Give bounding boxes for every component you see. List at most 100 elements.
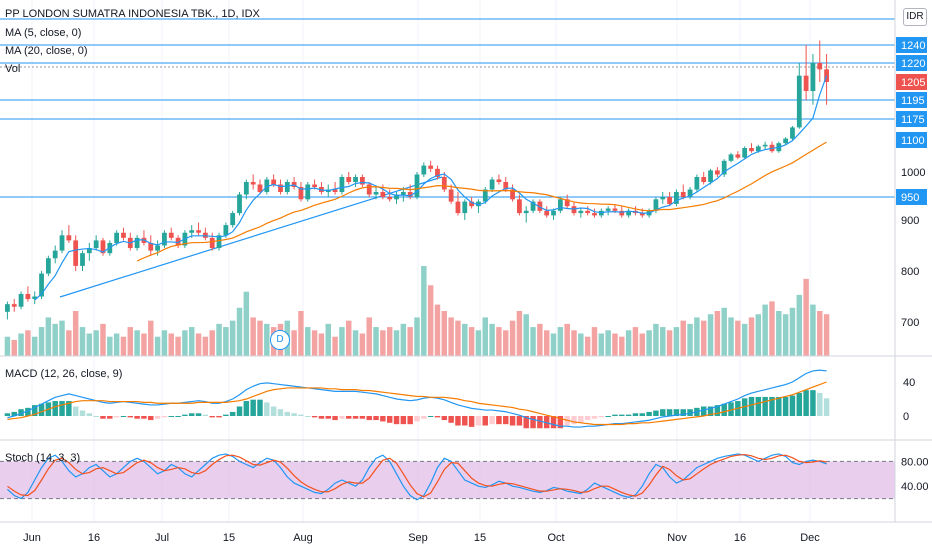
macd-histogram-bar: [332, 416, 338, 421]
macd-histogram-bar: [414, 416, 420, 422]
macd-histogram-bar: [148, 416, 154, 421]
macd-histogram-bar: [817, 392, 823, 416]
volume-bar: [113, 333, 120, 356]
macd-histogram-bar: [202, 414, 209, 416]
volume-bar: [728, 317, 734, 356]
macd-histogram-bar: [755, 396, 762, 416]
macd-histogram-bar: [113, 416, 120, 418]
candle-body: [708, 170, 713, 182]
volume-bar: [810, 304, 816, 356]
macd-histogram-bar: [277, 409, 284, 416]
candle-body: [585, 210, 591, 214]
candle-body: [489, 179, 495, 190]
macd-histogram-bar: [421, 416, 427, 419]
macd-histogram-bar: [578, 416, 584, 423]
stoch-k-line: [7, 453, 827, 501]
macd-histogram-bar: [796, 392, 803, 416]
volume-bar: [257, 320, 263, 356]
macd-histogram-bar: [434, 416, 441, 418]
volume-bar: [31, 336, 38, 356]
macd-histogram-bar: [25, 407, 31, 416]
volume-bar: [700, 320, 707, 356]
ma5-legend[interactable]: MA (5, close, 0): [5, 27, 82, 39]
dividend-marker[interactable]: D: [270, 330, 290, 350]
macd-histogram-bar: [236, 406, 243, 416]
candle-body: [387, 197, 393, 200]
macd-histogram-bar: [700, 406, 707, 416]
price-tick-label: 1100: [901, 135, 925, 147]
time-tick-label: Jul: [155, 532, 169, 544]
volume-bar: [209, 330, 215, 356]
macd-histogram-bar: [748, 396, 755, 416]
candle-body: [271, 179, 277, 185]
stoch-tick-label: 80.00: [901, 456, 929, 468]
macd-histogram-bar: [400, 416, 407, 425]
volume-bar: [707, 314, 714, 356]
volume-bar: [619, 336, 625, 356]
stoch-band: [0, 461, 895, 499]
candle-body: [701, 177, 707, 182]
candle-body: [803, 75, 809, 91]
macd-histogram-bar: [209, 416, 215, 418]
candle-body: [11, 304, 17, 307]
candle-body: [312, 184, 317, 187]
horizontal-levels: [0, 18, 895, 298]
candle-body: [517, 199, 522, 214]
volume-bar: [543, 330, 550, 356]
volume-bar: [107, 336, 113, 356]
volume-bar: [25, 330, 31, 356]
volume-bar: [229, 320, 236, 356]
volume-bar: [455, 320, 461, 356]
volume-bar: [346, 320, 352, 356]
macd-tick-label: 40: [903, 377, 915, 389]
macd-histogram-bar: [653, 410, 659, 416]
macd-histogram-bar: [762, 396, 768, 416]
volume-bar: [441, 311, 448, 356]
stoch-legend[interactable]: Stoch (14, 3, 3): [5, 452, 81, 464]
macd-histogram-bar: [100, 416, 106, 419]
macd-line: [7, 369, 827, 428]
candle-body: [796, 75, 802, 128]
volume-bar: [427, 285, 434, 356]
candle-body: [196, 230, 201, 233]
candle-body: [237, 194, 242, 214]
macd-histogram-bar: [714, 405, 721, 416]
macd-histogram-bar: [455, 416, 461, 426]
volume-bars: [4, 266, 830, 356]
macd-histogram-bar: [188, 413, 195, 416]
volume-bar: [660, 327, 666, 356]
price-tick-label: 1000: [901, 167, 925, 179]
candle-body: [762, 144, 768, 147]
volume-bar: [755, 314, 762, 356]
volume-bar: [243, 291, 250, 356]
macd-histogram-bar: [803, 390, 809, 416]
candle-body: [5, 304, 10, 312]
ma20-legend[interactable]: MA (20, close, 0): [5, 45, 88, 57]
volume-bar: [735, 320, 741, 356]
volume-bar: [120, 336, 127, 356]
macd-histogram-bar: [264, 402, 270, 416]
volume-bar: [250, 317, 256, 356]
macd-histogram-bar: [291, 413, 297, 416]
macd-histogram-bar: [141, 416, 147, 419]
candle-body: [250, 182, 256, 185]
vol-legend[interactable]: Vol: [5, 63, 21, 75]
currency-badge[interactable]: IDR: [903, 8, 927, 26]
candle-body: [284, 182, 290, 192]
macd-histogram-bar: [79, 410, 86, 416]
candle-body: [86, 248, 92, 254]
volume-bar: [523, 314, 529, 356]
macd-histogram-bar: [120, 416, 127, 417]
volume-bar: [332, 336, 338, 356]
macd-histogram-bar: [59, 401, 65, 416]
macd-legend[interactable]: MACD (12, 26, close, 9): [5, 368, 123, 380]
candle-body: [148, 242, 154, 251]
macd-histogram-bar: [346, 416, 352, 419]
volume-bar: [741, 323, 748, 356]
macd-histogram-bar: [591, 416, 598, 419]
volume-bar: [45, 317, 52, 356]
macd-histogram-bar: [625, 414, 632, 416]
price-tick-label: 950: [901, 192, 919, 204]
